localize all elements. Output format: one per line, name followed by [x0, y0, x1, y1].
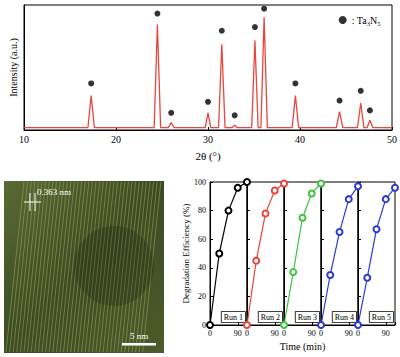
svg-text:90: 90	[271, 329, 279, 338]
svg-text:Run 2: Run 2	[261, 313, 280, 322]
svg-text:50: 50	[387, 134, 397, 145]
svg-text:0: 0	[356, 329, 360, 338]
svg-text:Time (min): Time (min)	[280, 341, 325, 353]
svg-text:90: 90	[345, 329, 353, 338]
svg-text:Run 1: Run 1	[224, 313, 243, 322]
svg-text:0: 0	[202, 321, 206, 330]
svg-text:90: 90	[308, 329, 316, 338]
svg-text:20: 20	[198, 292, 206, 301]
svg-text:40: 40	[295, 134, 305, 145]
svg-text:5 nm: 5 nm	[130, 331, 148, 341]
svg-text:Run 5: Run 5	[372, 313, 391, 322]
svg-text:0: 0	[319, 329, 323, 338]
svg-text:Degradation Efficiency (%): Degradation Efficiency (%)	[181, 204, 191, 304]
svg-text:Intensity (a.u.): Intensity (a.u.)	[8, 38, 20, 97]
svg-text:0: 0	[245, 329, 249, 338]
svg-text:20: 20	[111, 134, 121, 145]
svg-text:80: 80	[198, 206, 206, 215]
svg-text:: Ta₃N₅: : Ta₃N₅	[352, 15, 381, 26]
svg-text:30: 30	[203, 134, 213, 145]
svg-text:0.363 nm: 0.363 nm	[37, 187, 71, 197]
svg-text:0: 0	[282, 329, 286, 338]
svg-text:40: 40	[198, 263, 206, 272]
svg-text:60: 60	[198, 235, 206, 244]
svg-text:Run 4: Run 4	[335, 313, 354, 322]
svg-text:10: 10	[19, 134, 29, 145]
svg-text:Run 3: Run 3	[298, 313, 317, 322]
svg-text:90: 90	[382, 329, 390, 338]
svg-text:2θ (°): 2θ (°)	[195, 150, 221, 163]
svg-text:0: 0	[208, 329, 212, 338]
svg-text:100: 100	[194, 178, 206, 187]
svg-text:90: 90	[234, 329, 242, 338]
